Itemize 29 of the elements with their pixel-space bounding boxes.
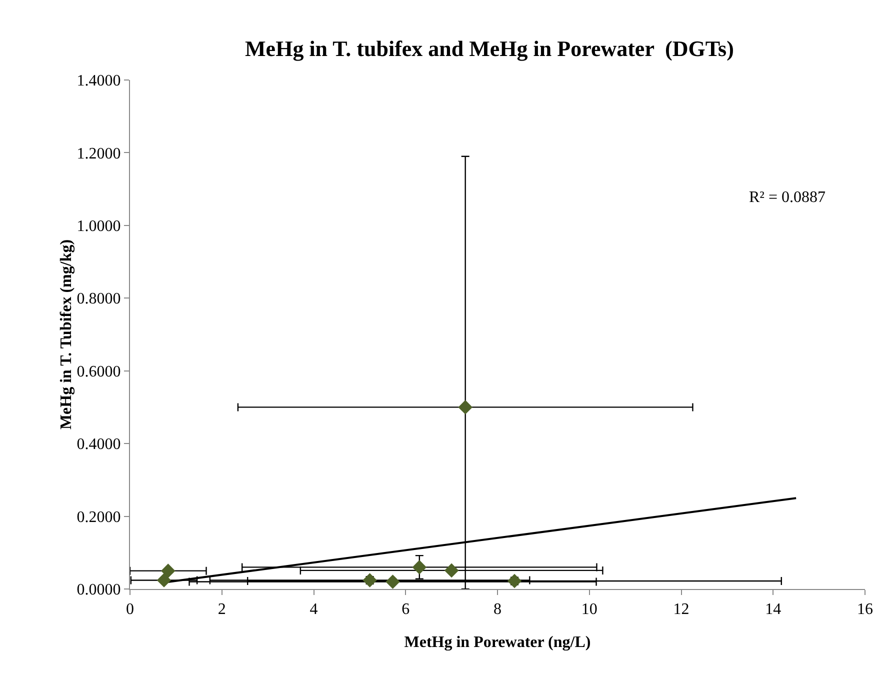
point (444, 563, 459, 578)
point (362, 573, 377, 588)
y-tick-label: 0.0000 (76, 582, 121, 599)
x-tick-label: 6 (402, 601, 410, 618)
x-axis-title: MetHg in Porewater (ng/L) (404, 634, 591, 651)
point (412, 560, 427, 574)
x-tick-label: 12 (673, 601, 690, 618)
point (156, 573, 172, 588)
y-tick-label: 1.4000 (76, 72, 121, 90)
y-tick-label: 0.2000 (76, 508, 121, 526)
x-tick-label: 10 (581, 601, 598, 618)
y-axis-title: MeHg in T. Tubifex (mg/kg) (58, 239, 75, 430)
x-tick-label: 14 (765, 601, 782, 618)
y-tick-label: 0.4000 (76, 436, 121, 454)
y-tick-label: 1.2000 (76, 145, 121, 162)
x-tick-label: 16 (857, 601, 873, 618)
point (458, 400, 472, 414)
x-tick-label: 4 (310, 601, 318, 618)
x-tick-label: 2 (218, 601, 226, 618)
point (160, 564, 176, 578)
point (507, 574, 522, 588)
x-tick-label: 0 (126, 601, 134, 618)
y-tick-label: 0.8000 (76, 290, 121, 308)
y-tick-label: 0.6000 (76, 363, 121, 380)
point (386, 574, 400, 589)
y-tick-label: 1.0000 (76, 218, 121, 236)
x-tick-label: 8 (494, 601, 502, 618)
chart-title: MeHg in T. tubifex and MeHg in Porewater (DGTs) (245, 36, 734, 61)
annotation: R² = 0.0887 (749, 189, 826, 206)
